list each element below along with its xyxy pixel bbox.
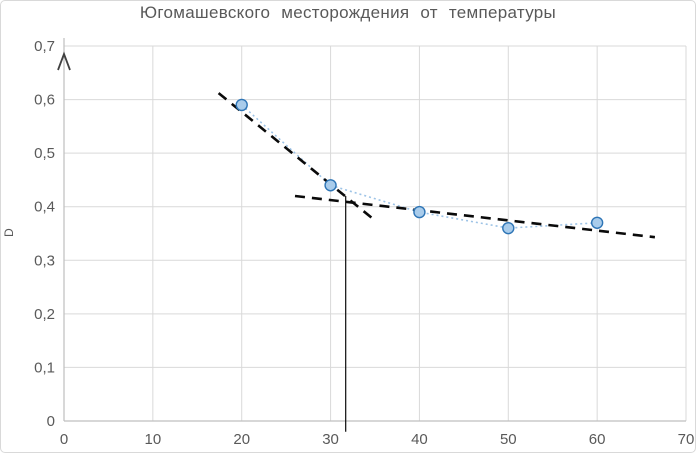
y-tick-label: 0,2	[34, 306, 55, 323]
y-tick-label: 0,5	[34, 145, 55, 162]
data-point-marker	[590, 216, 604, 229]
y-tick-label: 0,3	[34, 252, 55, 269]
x-tick-label: 30	[322, 431, 339, 448]
data-point-marker	[413, 205, 426, 219]
y-tick-label: 0,6	[34, 92, 55, 109]
y-tick-label: 0,7	[34, 38, 55, 55]
y-axis-arrow-icon	[57, 51, 71, 71]
x-tick-label: 40	[411, 431, 428, 448]
y-tick-label: 0,4	[34, 199, 55, 216]
trendline-shallow-line	[294, 194, 656, 239]
data-point-marker	[502, 221, 515, 235]
x-tick-label: 10	[145, 431, 162, 448]
chart-title: Югомашевского месторождения от температу…	[139, 3, 557, 22]
data-point-marker	[235, 98, 248, 112]
data-point-marker	[324, 179, 337, 192]
x-tick-label: 60	[589, 431, 606, 448]
x-tick-label: 70	[678, 431, 695, 448]
x-tick-label: 20	[233, 431, 250, 448]
y-axis-title: D	[2, 228, 16, 237]
y-tick-label: 0	[47, 413, 55, 430]
y-tick-label: 0,1	[34, 359, 55, 376]
x-tick-label: 0	[60, 431, 68, 448]
x-tick-label: 50	[500, 431, 517, 448]
